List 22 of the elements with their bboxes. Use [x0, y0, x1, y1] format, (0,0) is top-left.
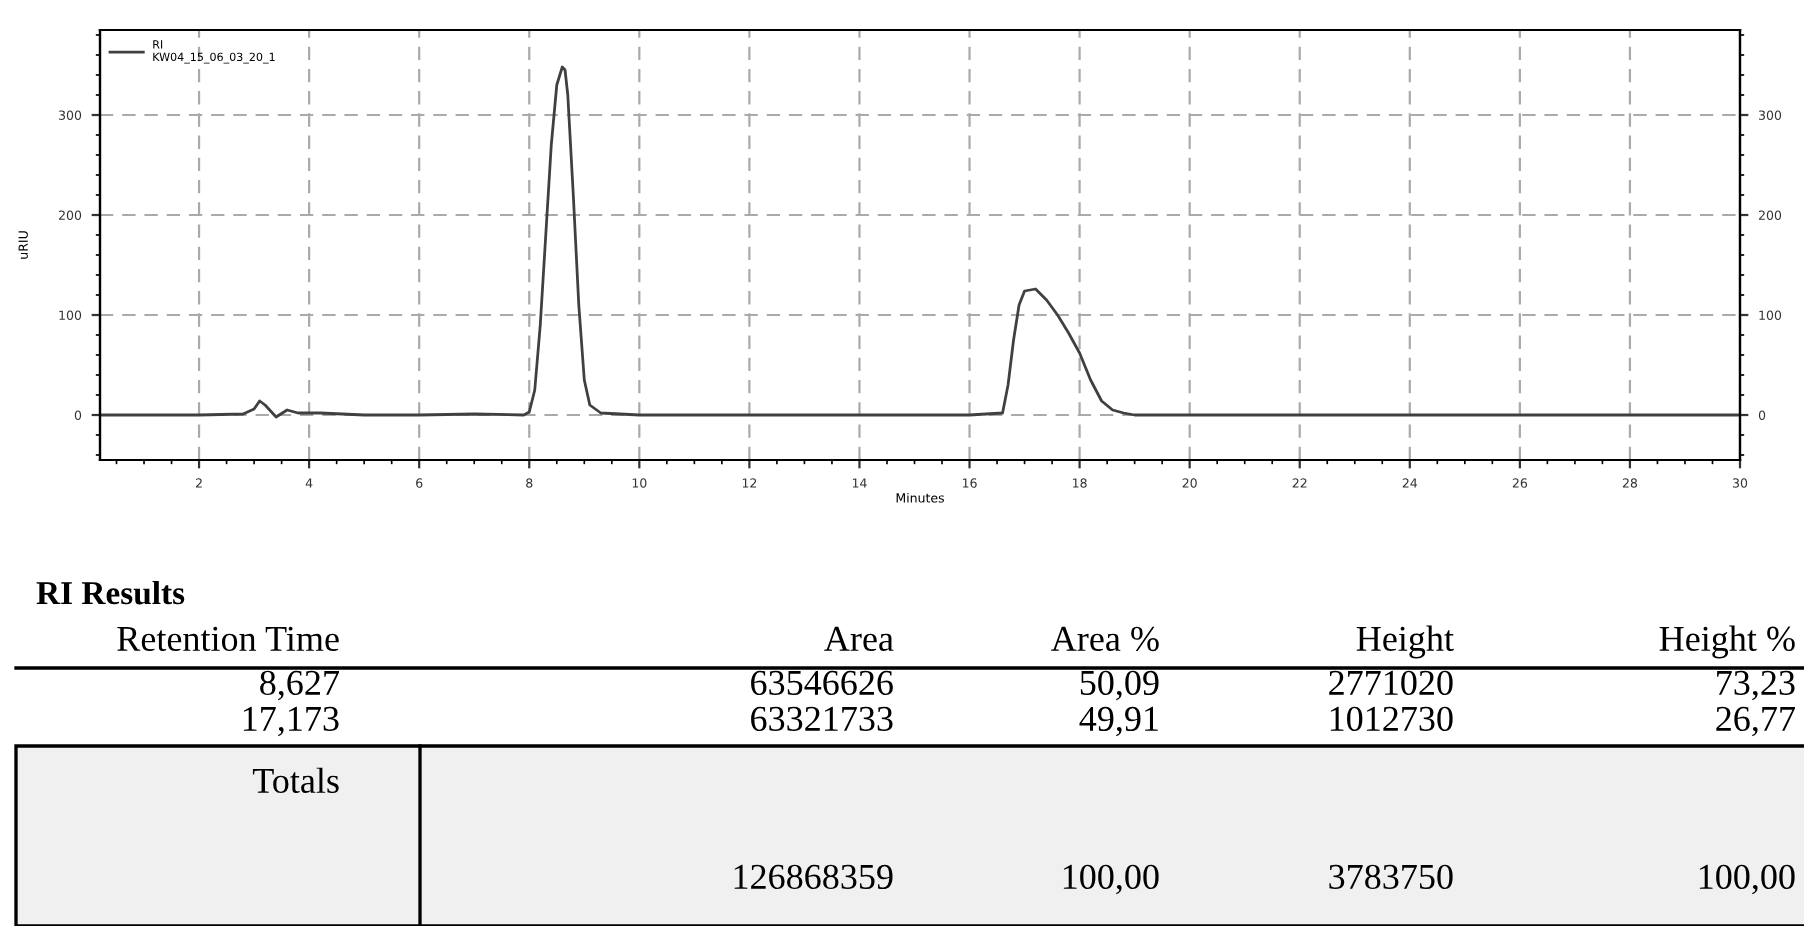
text: 3783750: [1329, 864, 1453, 890]
line-series: [100, 65, 1740, 419]
text: 49,91: [1079, 706, 1158, 737]
text: 50,09: [1080, 670, 1159, 701]
text: Area: [824, 626, 894, 652]
text: 63546626: [751, 670, 893, 696]
text: Totals: [252, 767, 339, 794]
text: 17,173: [243, 706, 339, 737]
text: 100,00: [1699, 864, 1795, 895]
text: 2771020: [1329, 670, 1453, 696]
text: 73,23: [1717, 670, 1795, 701]
text: 63321733: [751, 706, 893, 732]
text: 26,77: [1716, 706, 1795, 737]
text: 8,627: [260, 670, 339, 701]
text: 100,00: [1063, 864, 1159, 895]
text: 126868359: [734, 864, 893, 890]
text: Retention Time: [117, 626, 339, 652]
text: Height: [1356, 625, 1454, 659]
text: Height %: [1659, 625, 1795, 659]
text: Area %: [1051, 626, 1159, 652]
text: RI Results: [36, 580, 185, 605]
text: 1012730: [1330, 706, 1453, 732]
